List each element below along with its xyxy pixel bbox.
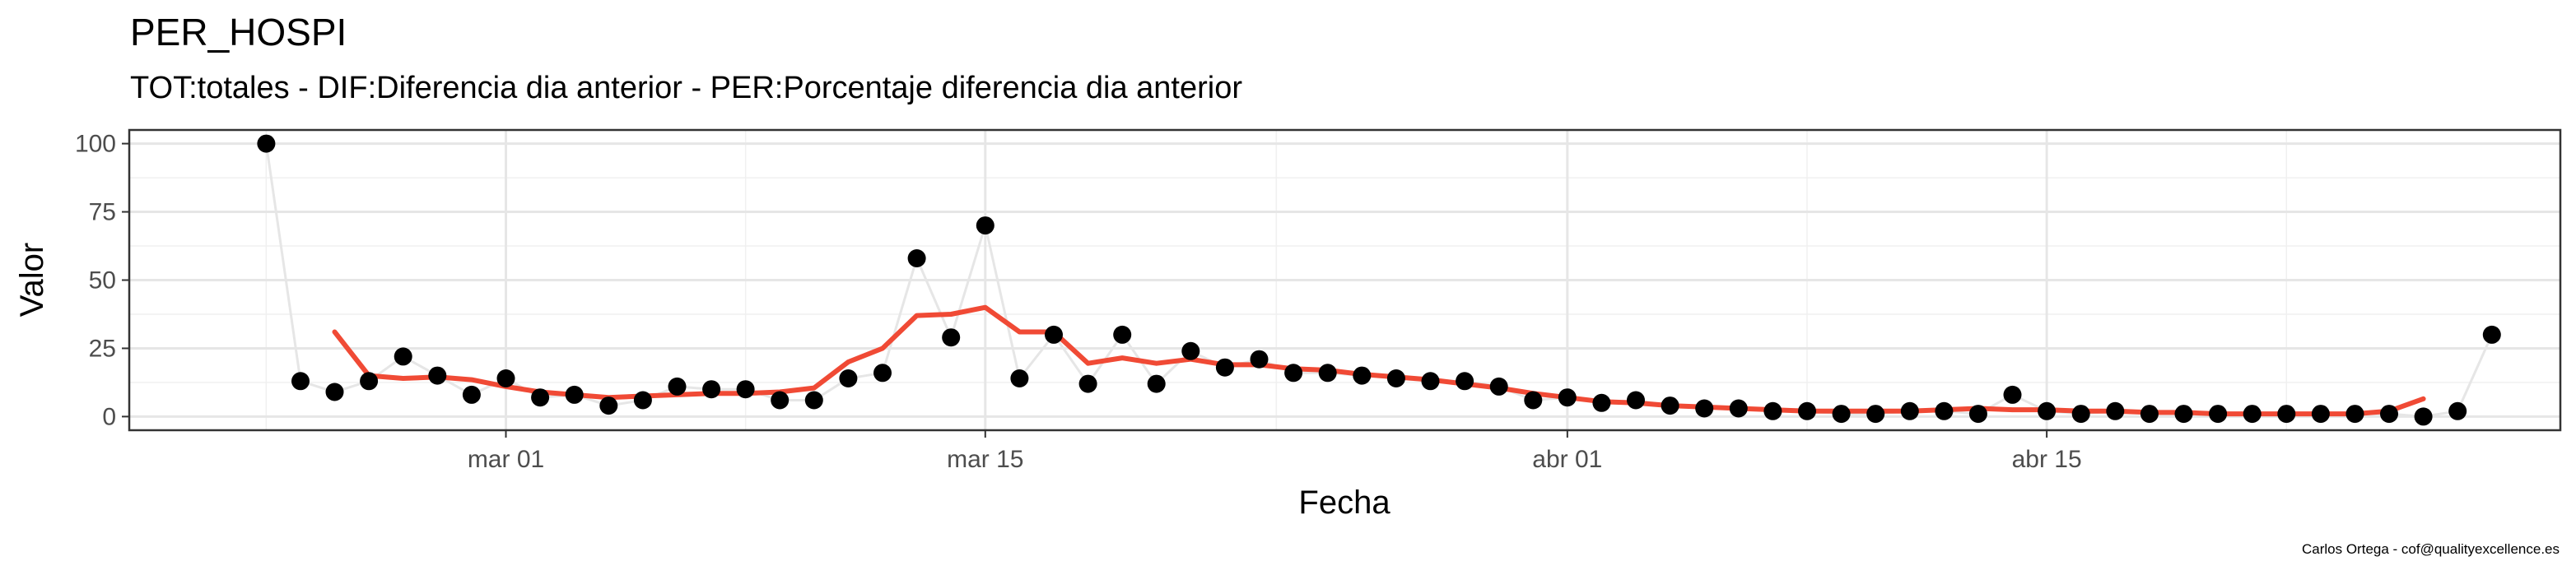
- data-point: [1386, 369, 1405, 387]
- data-point: [771, 391, 790, 410]
- data-point: [804, 391, 823, 410]
- grid-lines: [129, 130, 2560, 430]
- data-point: [633, 391, 652, 410]
- y-tick-label: 0: [102, 403, 116, 430]
- data-point: [1147, 374, 1166, 393]
- credit-text: Carlos Ortega - cof@qualityexcellence.es: [2301, 541, 2560, 557]
- data-point: [1524, 391, 1543, 410]
- x-tick-label: mar 15: [947, 446, 1023, 473]
- x-tick-label: mar 01: [468, 446, 544, 473]
- data-point: [394, 347, 412, 366]
- chart-subtitle: TOT:totales - DIF:Diferencia dia anterio…: [130, 71, 1243, 105]
- y-tick-label: 75: [89, 199, 116, 226]
- data-point: [702, 380, 721, 399]
- data-point: [668, 377, 687, 396]
- data-point: [942, 328, 961, 347]
- data-point: [1250, 350, 1269, 369]
- data-point: [2174, 405, 2193, 424]
- x-axis-ticks: mar 01 mar 15 abr 01 abr 15: [468, 430, 2082, 473]
- data-point: [2209, 405, 2228, 424]
- data-point: [1489, 377, 1508, 396]
- data-point: [2311, 405, 2330, 424]
- data-point: [1661, 396, 1679, 415]
- data-point: [1729, 399, 1748, 418]
- data-point: [360, 372, 379, 391]
- data-point: [565, 385, 584, 404]
- data-point: [1045, 325, 1063, 344]
- data-point: [2482, 325, 2501, 344]
- data-point: [1866, 405, 1885, 424]
- data-point: [1558, 388, 1577, 407]
- data-point: [1627, 391, 1645, 410]
- data-point: [1284, 364, 1303, 383]
- data-point: [2277, 405, 2296, 424]
- data-point: [1215, 358, 1234, 377]
- data-point: [1592, 393, 1611, 412]
- data-point: [907, 249, 926, 267]
- data-point: [325, 383, 344, 401]
- y-tick-label: 50: [89, 267, 116, 294]
- data-point: [2106, 401, 2125, 420]
- data-point: [2243, 405, 2262, 424]
- data-point: [2448, 401, 2467, 420]
- data-point: [496, 369, 515, 387]
- data-point: [1935, 401, 1954, 420]
- data-point: [2414, 407, 2433, 426]
- y-tick-label: 100: [75, 131, 116, 158]
- data-point: [257, 134, 276, 153]
- data-point: [736, 380, 755, 399]
- x-axis-title: Fecha: [1298, 485, 1390, 521]
- data-point: [1181, 341, 1200, 360]
- data-point: [599, 396, 618, 415]
- data-point: [1763, 401, 1782, 420]
- chart-title: PER_HOSPI: [130, 11, 347, 53]
- data-point: [1456, 372, 1474, 391]
- data-point: [291, 372, 310, 391]
- data-point: [2380, 405, 2398, 424]
- data-point: [428, 366, 447, 385]
- data-point: [2140, 405, 2159, 424]
- x-tick-label: abr 01: [1532, 446, 1602, 473]
- data-point: [1695, 399, 1714, 418]
- data-point: [873, 364, 892, 383]
- y-axis-ticks: 0 25 50 75 100: [75, 131, 129, 430]
- data-point: [1353, 366, 1372, 385]
- data-point: [1968, 405, 1987, 424]
- data-point: [1832, 405, 1851, 424]
- data-point: [2038, 401, 2057, 420]
- data-point: [462, 385, 481, 404]
- data-point: [1421, 372, 1440, 391]
- y-tick-label: 25: [89, 335, 116, 362]
- y-axis-title: Valor: [14, 243, 50, 317]
- data-point: [1010, 369, 1029, 387]
- data-point: [2003, 385, 2022, 404]
- data-point: [1900, 401, 1919, 420]
- data-point: [531, 388, 550, 407]
- data-point: [1318, 364, 1337, 383]
- data-point: [839, 369, 858, 387]
- data-point: [1113, 325, 1132, 344]
- data-point: [1798, 401, 1816, 420]
- data-point: [1078, 374, 1097, 393]
- x-tick-label: abr 15: [2012, 446, 2082, 473]
- data-points: [257, 134, 2501, 426]
- data-point: [2071, 405, 2090, 424]
- data-point: [976, 216, 995, 235]
- data-point: [2345, 405, 2364, 424]
